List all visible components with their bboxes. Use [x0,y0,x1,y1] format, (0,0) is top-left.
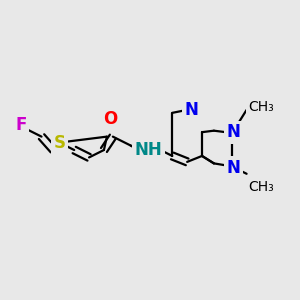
Text: N: N [185,101,199,119]
Text: S: S [53,134,65,152]
Text: CH₃: CH₃ [249,180,274,194]
Text: NH: NH [135,141,162,159]
Text: O: O [103,110,117,128]
Text: F: F [15,116,26,134]
Text: N: N [226,159,240,177]
Text: N: N [226,123,240,141]
Text: CH₃: CH₃ [249,100,274,114]
